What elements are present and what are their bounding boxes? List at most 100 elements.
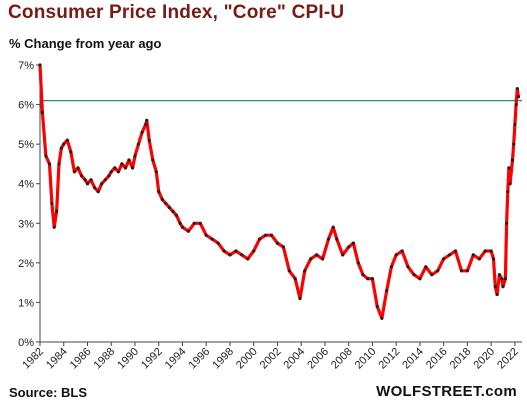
data-point	[131, 166, 135, 170]
data-point	[160, 197, 164, 202]
data-point	[293, 277, 297, 281]
y-tick-label: 4%	[18, 179, 34, 191]
data-point	[442, 257, 446, 261]
data-point	[287, 269, 291, 273]
data-point	[341, 253, 345, 257]
data-point	[252, 249, 256, 253]
data-point	[465, 269, 469, 273]
data-point	[356, 261, 360, 265]
data-point	[240, 253, 244, 257]
x-tick-label: 2022	[495, 346, 521, 372]
y-tick-label: 0%	[18, 337, 34, 349]
data-point	[508, 182, 512, 186]
data-point	[375, 304, 379, 308]
data-point	[412, 273, 416, 277]
data-point	[501, 285, 505, 289]
data-point	[55, 209, 59, 213]
data-point	[47, 162, 52, 166]
data-point	[516, 95, 521, 99]
data-point	[151, 158, 155, 162]
data-point	[228, 253, 232, 257]
data-point	[192, 221, 196, 225]
x-tick-label: 2000	[234, 346, 260, 372]
data-point	[93, 186, 97, 190]
data-point	[136, 142, 141, 146]
data-point	[497, 273, 501, 277]
data-point	[418, 277, 422, 281]
data-point	[448, 253, 452, 257]
data-point	[315, 253, 319, 257]
data-point	[80, 174, 84, 178]
data-point	[69, 150, 73, 154]
x-tick-label: 2004	[282, 346, 308, 372]
data-point	[103, 178, 107, 182]
data-point	[167, 205, 171, 210]
data-point	[198, 221, 202, 225]
data-point	[281, 245, 285, 249]
x-tick-label: 2020	[471, 346, 497, 372]
data-point	[180, 225, 185, 229]
data-point	[107, 174, 111, 178]
data-point	[133, 154, 137, 158]
data-point	[140, 130, 144, 134]
data-point	[89, 178, 93, 182]
chart-title: Consumer Price Index, "Core" CPI-U	[8, 2, 345, 23]
data-point	[144, 122, 148, 126]
data-point	[406, 265, 410, 269]
x-tick-label: 2006	[305, 346, 331, 372]
data-point	[246, 257, 250, 261]
data-point	[483, 249, 487, 253]
data-point	[361, 273, 365, 277]
data-point	[100, 182, 104, 186]
data-point	[234, 249, 238, 253]
x-tick-label: 1990	[115, 346, 141, 372]
data-point	[477, 257, 481, 261]
data-point	[44, 154, 48, 158]
y-tick-label: 5%	[18, 139, 34, 151]
x-tick-label: 2014	[400, 346, 426, 372]
data-point	[335, 237, 339, 241]
x-tick-label: 1996	[187, 346, 213, 372]
series-line-core-cpi	[38, 63, 521, 320]
data-point	[62, 142, 66, 146]
data-point	[109, 170, 113, 174]
x-tick-labels: 1982198419861988199019921994199619982000…	[20, 346, 521, 372]
data-point	[210, 237, 214, 241]
data-point	[513, 122, 517, 126]
x-tick-label: 1988	[92, 346, 118, 372]
data-point	[298, 296, 302, 301]
data-point	[503, 277, 507, 281]
y-tick-labels: 0% 1% 2% 3% 4% 5% 6% 7%	[18, 60, 34, 349]
data-point	[351, 241, 355, 245]
data-point	[38, 63, 42, 67]
data-point	[366, 277, 370, 281]
data-point	[127, 158, 131, 162]
data-point	[491, 257, 496, 261]
data-point	[216, 241, 220, 245]
data-point	[52, 225, 56, 229]
data-point	[512, 142, 516, 146]
data-point	[72, 170, 76, 174]
data-point	[147, 138, 151, 142]
data-point	[303, 269, 307, 273]
data-point	[430, 273, 434, 277]
data-point	[145, 118, 149, 122]
data-point	[171, 209, 175, 213]
x-tick-label: 2016	[424, 346, 450, 372]
x-tick-label: 2012	[376, 346, 402, 372]
x-tick-label: 2002	[258, 346, 284, 372]
data-point	[174, 213, 179, 217]
data-point	[400, 249, 404, 253]
marker-group	[38, 63, 521, 320]
data-point	[85, 182, 90, 186]
chart-subtitle: % Change from year ago	[9, 36, 162, 51]
data-point	[493, 285, 497, 289]
data-point	[154, 170, 158, 174]
data-point	[489, 249, 493, 253]
x-tick-label: 1984	[44, 346, 70, 372]
source-note: Source: BLS	[9, 385, 88, 400]
chart-axes	[36, 64, 522, 346]
data-point	[264, 233, 268, 237]
data-point	[116, 170, 120, 174]
data-point	[204, 233, 208, 237]
